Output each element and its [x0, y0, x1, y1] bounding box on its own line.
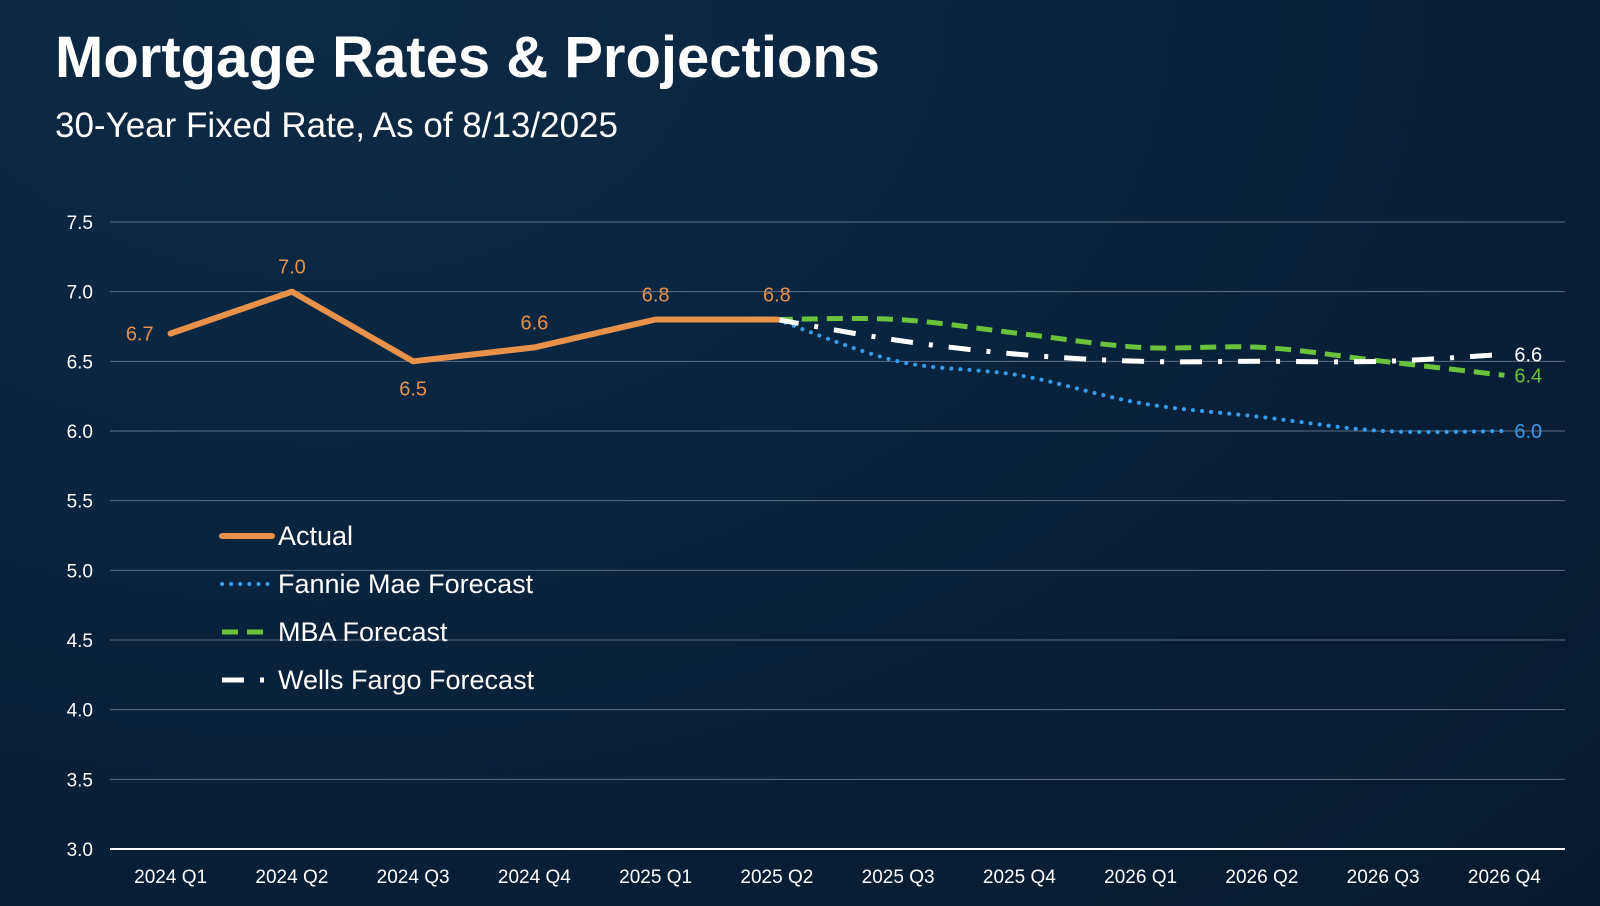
data-label: 6.6 — [1514, 344, 1542, 366]
x-tick-label: 2025 Q1 — [619, 867, 692, 888]
x-tick-label: 2025 Q2 — [740, 867, 813, 888]
y-tick-label: 7.5 — [67, 213, 93, 234]
y-tick-label: 3.0 — [67, 840, 93, 861]
chart-title: Mortgage Rates & Projections — [55, 25, 881, 90]
x-tick-label: 2024 Q3 — [377, 867, 450, 888]
data-labels: 6.77.06.56.66.8 6.86.06.46.6 — [126, 257, 1542, 443]
legend-label: Fannie Mae Forecast — [278, 569, 534, 599]
series-line-fannie-mae-forecast — [774, 317, 1507, 435]
x-tick-label: 2026 Q3 — [1347, 867, 1420, 888]
data-label: 7.0 — [278, 257, 306, 279]
y-tick-label: 7.0 — [67, 283, 93, 304]
series-line-mba-forecast — [776, 315, 1505, 378]
x-tick-label: 2024 Q4 — [498, 867, 571, 888]
data-label: 6.8 — [763, 285, 791, 307]
y-tick-label: 3.5 — [67, 770, 93, 791]
y-axis-ticks: 7.5 7.0 6.5 6.0 5.5 5.0 4.5 4.0 3.5 3.0 — [67, 213, 93, 861]
x-tick-label: 2025 Q3 — [862, 867, 935, 888]
data-label: 6.4 — [1514, 365, 1542, 387]
series-line-actual — [167, 288, 780, 365]
x-axis-ticks: 2024 Q1 2024 Q2 2024 Q3 2024 Q4 2025 Q1 2025 … — [134, 867, 1541, 888]
series-lines — [167, 288, 1507, 435]
x-tick-label: 2024 Q2 — [255, 867, 328, 888]
data-label: 6.0 — [1514, 421, 1542, 443]
legend-label: Wells Fargo Forecast — [278, 665, 535, 695]
gridlines — [110, 221, 1565, 850]
x-tick-label: 2025 Q4 — [983, 867, 1056, 888]
legend-label: Actual — [278, 521, 353, 551]
data-label: 6.8 — [642, 285, 670, 307]
chart-subtitle: 30-Year Fixed Rate, As of 8/13/2025 — [55, 106, 618, 145]
data-label: 6.5 — [399, 378, 427, 400]
x-tick-label: 2026 Q2 — [1225, 867, 1298, 888]
x-tick-label: 2026 Q1 — [1104, 867, 1177, 888]
y-tick-label: 5.0 — [67, 561, 93, 582]
data-label: 6.7 — [126, 323, 154, 345]
x-tick-label: 2024 Q1 — [134, 867, 207, 888]
legend: Actual Fannie Mae Forecast MBA Forecast Wel… — [219, 521, 535, 695]
data-label: 6.6 — [520, 312, 548, 334]
y-tick-label: 5.5 — [67, 492, 93, 513]
y-tick-label: 6.5 — [67, 352, 93, 373]
y-tick-label: 4.5 — [67, 631, 93, 652]
y-tick-label: 6.0 — [67, 422, 93, 443]
x-tick-label: 2026 Q4 — [1468, 867, 1541, 888]
legend-label: MBA Forecast — [278, 617, 448, 647]
series-line-wells-fargo-forecast — [776, 317, 1505, 365]
y-tick-label: 4.0 — [67, 701, 93, 722]
